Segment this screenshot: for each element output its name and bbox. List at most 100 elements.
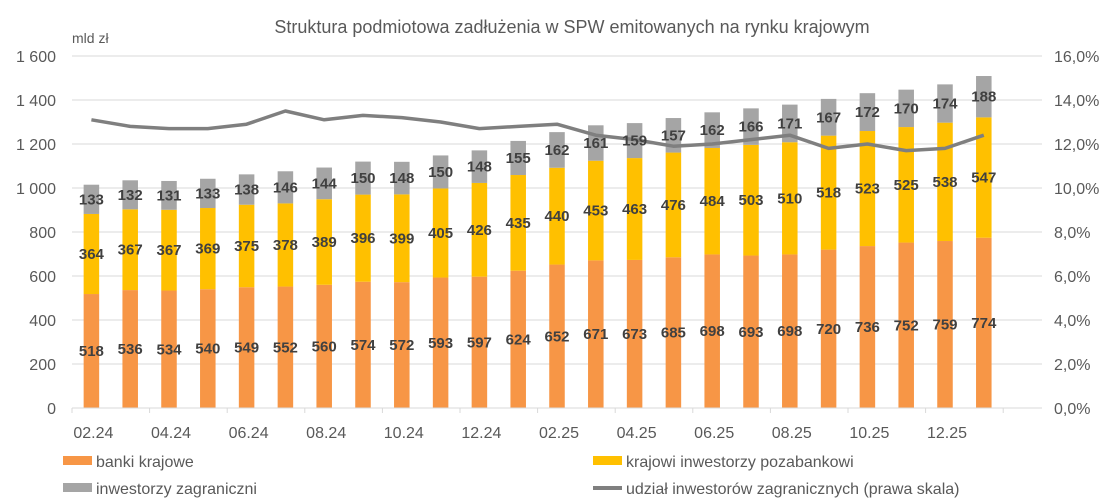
left-tick-label: 400 [29, 313, 56, 330]
legend-item-udzial-inwestorow-zagranicznych[interactable]: udział inwestorów zagranicznych (prawa s… [593, 481, 959, 498]
bar-segment-zagraniczni [549, 132, 565, 168]
data-label: 375 [234, 238, 259, 255]
bar-segment-zagraniczni [510, 140, 526, 176]
bar-segment-zagraniczni [394, 161, 410, 195]
bar-segment-banki-krajowe [859, 246, 876, 408]
bar-segment-pozabankowi [820, 135, 837, 250]
bar-segment-pozabankowi [588, 160, 604, 261]
bar-segment-pozabankowi [238, 204, 255, 288]
left-tick-label: 0 [47, 401, 56, 418]
x-tick-label: 02.24 [73, 425, 113, 442]
data-label: 538 [932, 174, 957, 191]
left-tick-label: 1 600 [16, 49, 56, 66]
bar-segment-banki-krajowe [820, 249, 837, 408]
bar-segment-pozabankowi [355, 194, 371, 282]
bar-segment-pozabankowi [510, 175, 526, 271]
x-tick-label: 10.25 [849, 425, 889, 442]
chart-title: Struktura podmiotowa zadłużenia w SPW em… [274, 17, 869, 37]
bar-segment-pozabankowi [83, 213, 100, 295]
bar-segment-zagraniczni [277, 171, 294, 204]
x-tick-label: 12.25 [927, 425, 967, 442]
legend-item-banki-krajowe[interactable]: banki krajowe [63, 454, 194, 471]
data-label: 574 [350, 337, 376, 354]
bar-segment-pozabankowi [122, 209, 138, 291]
data-label: 405 [428, 225, 453, 242]
x-tick-label: 12.24 [461, 425, 501, 442]
data-label: 148 [467, 159, 492, 176]
bar-segment-zagraniczni [743, 108, 759, 145]
legend-label: krajowi inwestorzy pozabankowi [626, 454, 854, 471]
bar-segment-zagraniczni [122, 180, 138, 210]
data-label: 685 [661, 325, 686, 342]
data-label: 396 [350, 230, 375, 247]
data-label: 453 [583, 203, 608, 220]
bar-segment-pozabankowi [432, 188, 449, 278]
bar-segment-banki-krajowe [161, 290, 177, 408]
data-label: 518 [79, 343, 104, 360]
x-tick-label: 08.24 [306, 425, 346, 442]
data-label: 162 [700, 122, 725, 139]
bar-segment-banki-krajowe [937, 241, 953, 408]
data-label: 698 [700, 323, 725, 340]
left-tick-label: 1 400 [16, 93, 56, 110]
data-label: 172 [855, 104, 880, 121]
left-tick-label: 600 [29, 269, 56, 286]
bar-segment-banki-krajowe [355, 281, 371, 408]
bar-segment-banki-krajowe [316, 284, 332, 408]
data-label: 148 [389, 170, 414, 187]
bar-segment-pozabankowi [743, 144, 759, 256]
data-label: 652 [544, 328, 569, 345]
bar-segment-banki-krajowe [588, 260, 604, 408]
bar-segment-banki-krajowe [704, 254, 720, 408]
bar-segment-banki-krajowe [510, 270, 526, 408]
data-label: 146 [273, 179, 298, 196]
bars [83, 76, 992, 408]
legend-swatch [593, 456, 622, 465]
bar-segment-banki-krajowe [394, 282, 410, 408]
data-label: 157 [661, 127, 686, 144]
data-label: 673 [622, 326, 647, 343]
left-tick-label: 800 [29, 225, 56, 242]
x-tick-label: 04.24 [151, 425, 191, 442]
legend-item-inwestorzy-zagraniczni[interactable]: inwestorzy zagraniczni [63, 481, 257, 498]
bar-segment-banki-krajowe [200, 289, 216, 408]
data-label: 547 [971, 170, 996, 187]
legend: banki krajowe krajowi inwestorzy pozaban… [63, 454, 959, 498]
bar-segment-pozabankowi [859, 131, 876, 247]
bar-segment-zagraniczni [471, 150, 488, 183]
bar-segment-pozabankowi [200, 208, 216, 290]
bar-segment-pozabankowi [898, 127, 914, 243]
bar-segment-zagraniczni [704, 112, 720, 148]
data-label: 484 [700, 193, 726, 210]
bar-segment-banki-krajowe [549, 264, 565, 408]
left-tick-label: 200 [29, 357, 56, 374]
bar-segment-banki-krajowe [898, 242, 914, 408]
bar-segment-zagraniczni [200, 178, 216, 209]
legend-swatch [63, 456, 92, 465]
data-label: 552 [273, 339, 298, 356]
bar-segment-zagraniczni [937, 84, 953, 123]
data-label: 150 [350, 170, 375, 187]
right-tick-label: 2,0% [1054, 357, 1090, 374]
bar-segment-zagraniczni [782, 104, 798, 143]
data-label: 572 [389, 337, 414, 354]
data-label: 389 [312, 234, 337, 251]
right-tick-label: 10,0% [1054, 181, 1099, 198]
data-label: 540 [195, 341, 220, 358]
bar-segment-zagraniczni [976, 76, 992, 118]
data-label: 597 [467, 334, 492, 351]
legend-item-krajowi-inwestorzy-pozabankowi[interactable]: krajowi inwestorzy pozabankowi [593, 454, 854, 471]
bar-segment-zagraniczni [238, 174, 255, 205]
data-label: 170 [894, 100, 919, 117]
legend-label: banki krajowe [96, 454, 194, 471]
bar-segment-pozabankowi [394, 194, 410, 283]
bar-segment-zagraniczni [316, 167, 332, 200]
x-tick-label: 02.25 [539, 425, 579, 442]
bar-segment-pozabankowi [549, 167, 565, 265]
right-tick-label: 6,0% [1054, 269, 1090, 286]
legend-label: udział inwestorów zagranicznych (prawa s… [626, 481, 959, 498]
x-tick-label: 08.25 [772, 425, 812, 442]
bar-segment-pozabankowi [161, 209, 177, 291]
right-tick-label: 16,0% [1054, 49, 1099, 66]
